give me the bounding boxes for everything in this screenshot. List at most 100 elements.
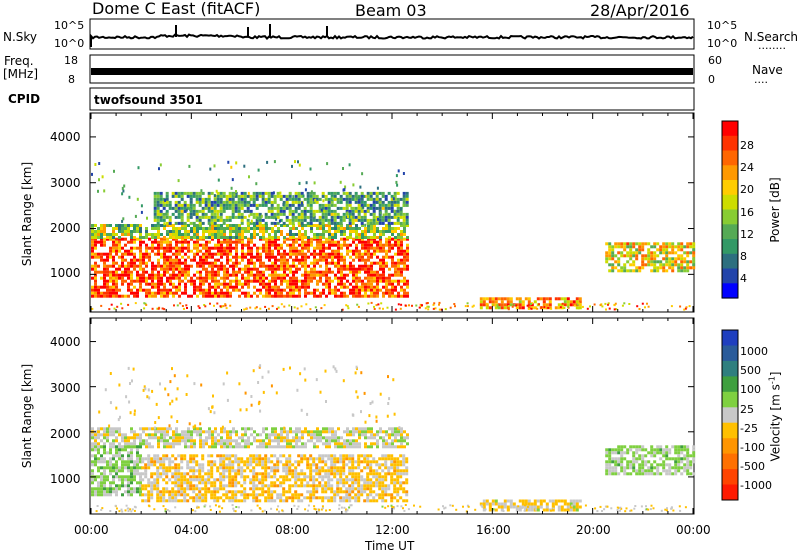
heatmap-cell: [271, 430, 274, 434]
heatmap-cell: [316, 279, 319, 283]
heatmap-cell: [97, 457, 100, 461]
heatmap-cell: [181, 430, 184, 434]
heatmap-cell: [156, 493, 160, 497]
heatmap-cell: [479, 300, 483, 304]
heatmap-cell: [607, 302, 610, 305]
heatmap-cell: [237, 197, 241, 201]
heatmap-cell: [339, 496, 343, 500]
heatmap-cell: [112, 288, 115, 292]
heatmap-cell: [208, 236, 211, 239]
heatmap-cell: [121, 230, 124, 233]
heatmap-cell: [100, 478, 103, 482]
heatmap-cell: [352, 439, 355, 443]
heatmap-cell: [324, 194, 328, 198]
heatmap-cell: [363, 487, 367, 491]
heatmap-cell: [280, 252, 283, 256]
heatmap-cell: [162, 490, 166, 494]
heatmap-cell: [322, 270, 325, 274]
heatmap-cell: [653, 266, 657, 270]
heatmap-cell: [274, 270, 277, 274]
heatmap-cell: [262, 246, 265, 250]
heatmap-cell: [322, 236, 325, 239]
heatmap-cell: [222, 209, 226, 213]
heatmap-cell: [301, 255, 304, 259]
heatmap-cell: [187, 230, 190, 233]
heatmap-cell: [327, 203, 331, 207]
heatmap-cell: [327, 472, 331, 476]
heatmap-cell: [208, 227, 211, 230]
heatmap-cell: [292, 240, 295, 244]
heatmap-cell: [336, 493, 340, 497]
heatmap-cell: [112, 273, 115, 277]
heatmap-cell: [357, 478, 361, 482]
heatmap-cell: [174, 203, 178, 207]
heatmap-cell: [259, 282, 262, 286]
heatmap-cell: [258, 478, 262, 482]
heatmap-cell: [333, 209, 337, 213]
heatmap-cell: [635, 257, 639, 261]
heatmap-cell: [367, 279, 370, 283]
heatmap-cell: [150, 460, 154, 464]
heatmap-cell: [91, 294, 94, 298]
heatmap-cell: [162, 200, 166, 204]
heatmap-cell: [211, 430, 214, 434]
heatmap-cell: [268, 252, 271, 256]
heatmap-cell: [369, 487, 373, 491]
heatmap-cell: [157, 430, 160, 434]
heatmap-cell: [160, 264, 163, 268]
heatmap-cell: [124, 270, 127, 274]
heatmap-cell: [180, 466, 184, 470]
heatmap-cell: [106, 294, 109, 298]
heatmap-cell: [349, 255, 352, 259]
heatmap-cell: [277, 276, 280, 280]
heatmap-cell: [244, 279, 247, 283]
heatmap-cell: [355, 249, 358, 253]
heatmap-cell: [388, 243, 391, 247]
heatmap-cell: [229, 430, 232, 434]
heatmap-cell: [190, 227, 193, 230]
heatmap-cell: [226, 261, 229, 265]
heatmap-cell: [376, 200, 379, 204]
heatmap-cell: [376, 288, 379, 292]
heatmap-cell: [103, 457, 106, 461]
heatmap-cell: [234, 481, 238, 485]
heatmap-cell: [213, 164, 216, 168]
heatmap-cell: [136, 258, 139, 262]
heatmap-cell: [256, 433, 259, 437]
heatmap-cell: [282, 466, 286, 470]
heatmap-cell: [169, 261, 172, 265]
heatmap-cell: [265, 243, 268, 247]
heatmap-cell: [345, 490, 349, 494]
heatmap-cell: [506, 303, 510, 307]
heatmap-cell: [153, 215, 157, 219]
heatmap-cell: [339, 460, 343, 464]
heatmap-cell: [300, 454, 304, 458]
heatmap-cell: [261, 478, 265, 482]
heatmap-cell: [130, 436, 133, 440]
heatmap-cell: [201, 191, 205, 195]
heatmap-cell: [396, 490, 400, 494]
heatmap-cell: [250, 255, 253, 259]
heatmap-cell: [403, 430, 406, 434]
heatmap-cell: [385, 249, 388, 253]
heatmap-cell: [324, 454, 328, 458]
heatmap-cell: [560, 306, 564, 310]
heatmap-cell: [183, 457, 187, 461]
heatmap-cell: [240, 457, 244, 461]
heatmap-cell: [340, 258, 343, 262]
heatmap-cell: [303, 206, 307, 210]
heatmap-cell: [319, 255, 322, 259]
heatmap-cell: [340, 445, 343, 449]
heatmap-cell: [363, 490, 367, 494]
heatmap-cell: [237, 472, 241, 476]
heatmap-cell: [491, 300, 495, 304]
heatmap-cell: [109, 255, 112, 259]
heatmap-cell: [156, 472, 160, 476]
heatmap-cell: [285, 463, 289, 467]
heatmap-cell: [626, 254, 630, 258]
heatmap-cell: [217, 264, 220, 268]
heatmap-cell: [112, 469, 115, 473]
heatmap-cell: [130, 460, 133, 464]
heatmap-cell: [321, 490, 325, 494]
heatmap-cell: [381, 463, 385, 467]
